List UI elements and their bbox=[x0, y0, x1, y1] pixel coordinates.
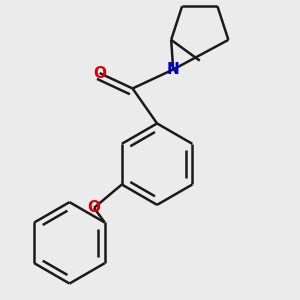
Text: O: O bbox=[88, 200, 100, 215]
Text: O: O bbox=[93, 66, 106, 81]
Text: N: N bbox=[167, 62, 180, 77]
